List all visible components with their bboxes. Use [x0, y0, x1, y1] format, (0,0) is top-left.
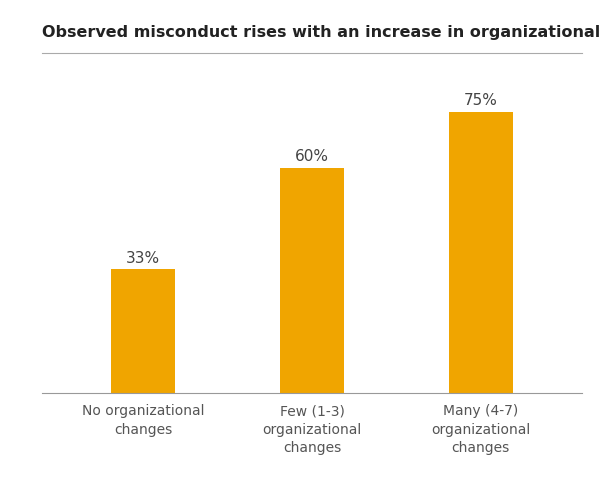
Text: 60%: 60% — [295, 149, 329, 164]
Bar — [280, 168, 344, 393]
Bar — [449, 112, 513, 393]
Bar — [111, 269, 175, 393]
Text: 75%: 75% — [464, 93, 497, 108]
Text: 33%: 33% — [126, 250, 160, 266]
Text: Observed misconduct rises with an increase in organizational change: Observed misconduct rises with an increa… — [42, 25, 600, 40]
